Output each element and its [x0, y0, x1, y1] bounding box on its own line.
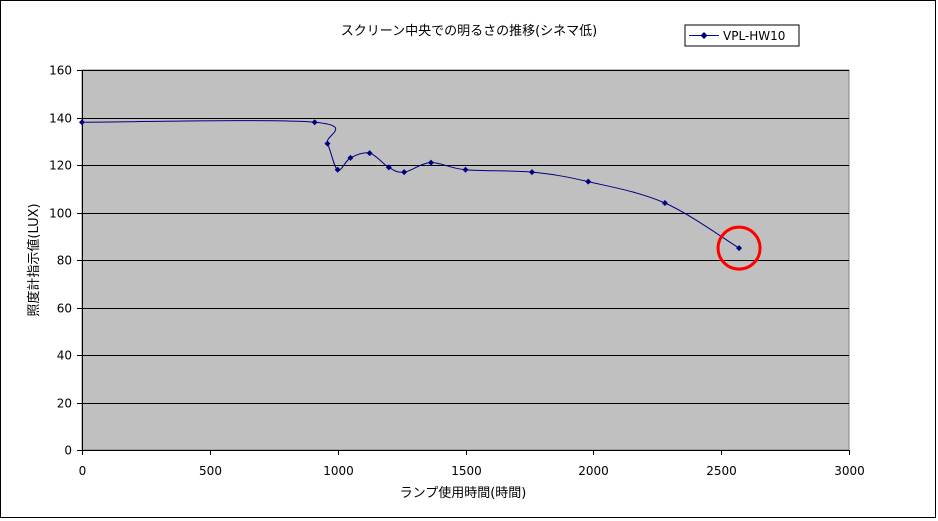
tick-label-y-40: 40: [57, 349, 72, 363]
tick-label-y-100: 100: [49, 207, 72, 221]
tick-label-y-0: 0: [64, 444, 72, 458]
tick-label-x-2500: 2500: [706, 464, 737, 478]
legend-marker: [700, 32, 708, 39]
data-point-0: [79, 119, 85, 126]
y-axis-label: 照度計指示値(LUX): [26, 203, 42, 316]
tick-label-y-140: 140: [49, 112, 72, 126]
data-point-11: [585, 178, 592, 185]
grid-lines: [82, 70, 849, 404]
data-point-3: [334, 166, 341, 173]
data-point-8: [427, 159, 434, 166]
tick-label-x-500: 500: [199, 464, 222, 478]
legend: VPL-HW10: [684, 24, 800, 47]
data-point-5: [366, 150, 373, 157]
tick-label-y-160: 160: [49, 64, 72, 78]
tick-label-x-1500: 1500: [451, 464, 482, 478]
tick-label-x-2000: 2000: [578, 464, 609, 478]
tick-label-y-60: 60: [57, 302, 72, 316]
tick-label-x-0: 0: [79, 464, 87, 478]
highlight-circle: [716, 225, 762, 271]
data-point-4: [347, 154, 354, 161]
tick-label-y-20: 20: [57, 397, 72, 411]
y-axis-ticks: 0 20 40 60 80 100 120 140 160: [49, 64, 82, 458]
data-point-12: [661, 200, 668, 206]
legend-series-name: VPL-HW10: [723, 29, 785, 43]
legend-box: [684, 24, 800, 47]
data-point-6: [385, 164, 392, 171]
annotation-layer: [716, 225, 762, 271]
series-layer: [79, 119, 743, 252]
x-axis-ticks: 0 500 1000 1500 2000 2500 3000: [79, 450, 865, 478]
tick-label-x-1000: 1000: [323, 464, 354, 478]
data-point-1: [311, 119, 318, 126]
x-axis-label: ランプ使用時間(時間): [400, 485, 527, 501]
data-point-2: [324, 140, 331, 147]
tick-label-y-80: 80: [57, 254, 72, 268]
data-point-13: [736, 245, 743, 252]
tick-label-y-120: 120: [49, 159, 72, 173]
chart-title: スクリーン中央での明るさの推移(シネマ低): [341, 24, 598, 39]
tick-label-x-3000: 3000: [834, 464, 865, 478]
data-point-10: [528, 169, 535, 176]
data-point-7: [401, 169, 408, 176]
data-point-9: [462, 166, 469, 173]
